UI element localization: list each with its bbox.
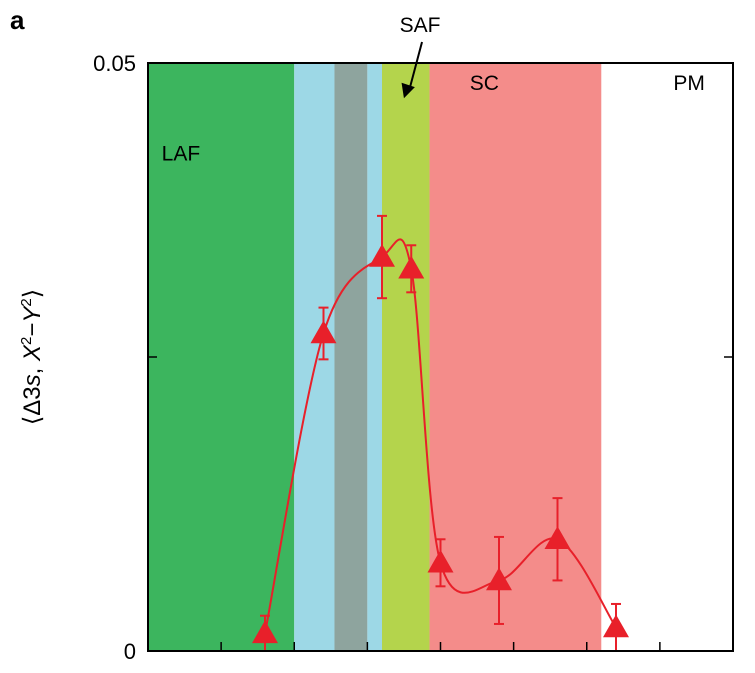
data-point-5	[486, 567, 512, 591]
data-point-3	[398, 255, 425, 279]
region-band-3	[367, 63, 382, 651]
saf-annotation: SAF	[400, 14, 441, 99]
data-point-1	[310, 320, 337, 344]
region-band-6	[601, 63, 733, 651]
region-labels: LAF SC PM	[162, 72, 705, 166]
data-point-7	[603, 614, 629, 638]
axis-ticks: 00.05	[93, 51, 733, 664]
region-band-0	[148, 63, 295, 651]
data-point-6	[544, 526, 571, 550]
data-markers	[252, 244, 629, 644]
data-point-4	[427, 549, 454, 573]
data-point-0	[252, 620, 278, 644]
annotation-label: SAF	[400, 14, 441, 37]
region-label-pm: PM	[673, 72, 705, 95]
plot-frame	[147, 62, 734, 652]
panel-letter: a	[10, 5, 25, 35]
annotation-arrow-head	[401, 82, 415, 99]
region-band-5	[429, 63, 602, 651]
y-tick-label-0: 0	[124, 639, 136, 664]
series-curve	[264, 238, 617, 634]
y-tick-label-2: 0.05	[93, 51, 136, 76]
region-band-4	[382, 63, 430, 651]
region-label-sc: SC	[470, 72, 499, 95]
region-band-1	[294, 63, 335, 651]
annotation-arrow-shaft	[407, 41, 423, 92]
data-point-2	[369, 244, 395, 267]
region-label-laf: LAF	[162, 143, 201, 166]
region-band-2	[334, 63, 368, 651]
y-axis-label: ⟨Δ3s, X2−Y2⟩	[18, 289, 46, 425]
